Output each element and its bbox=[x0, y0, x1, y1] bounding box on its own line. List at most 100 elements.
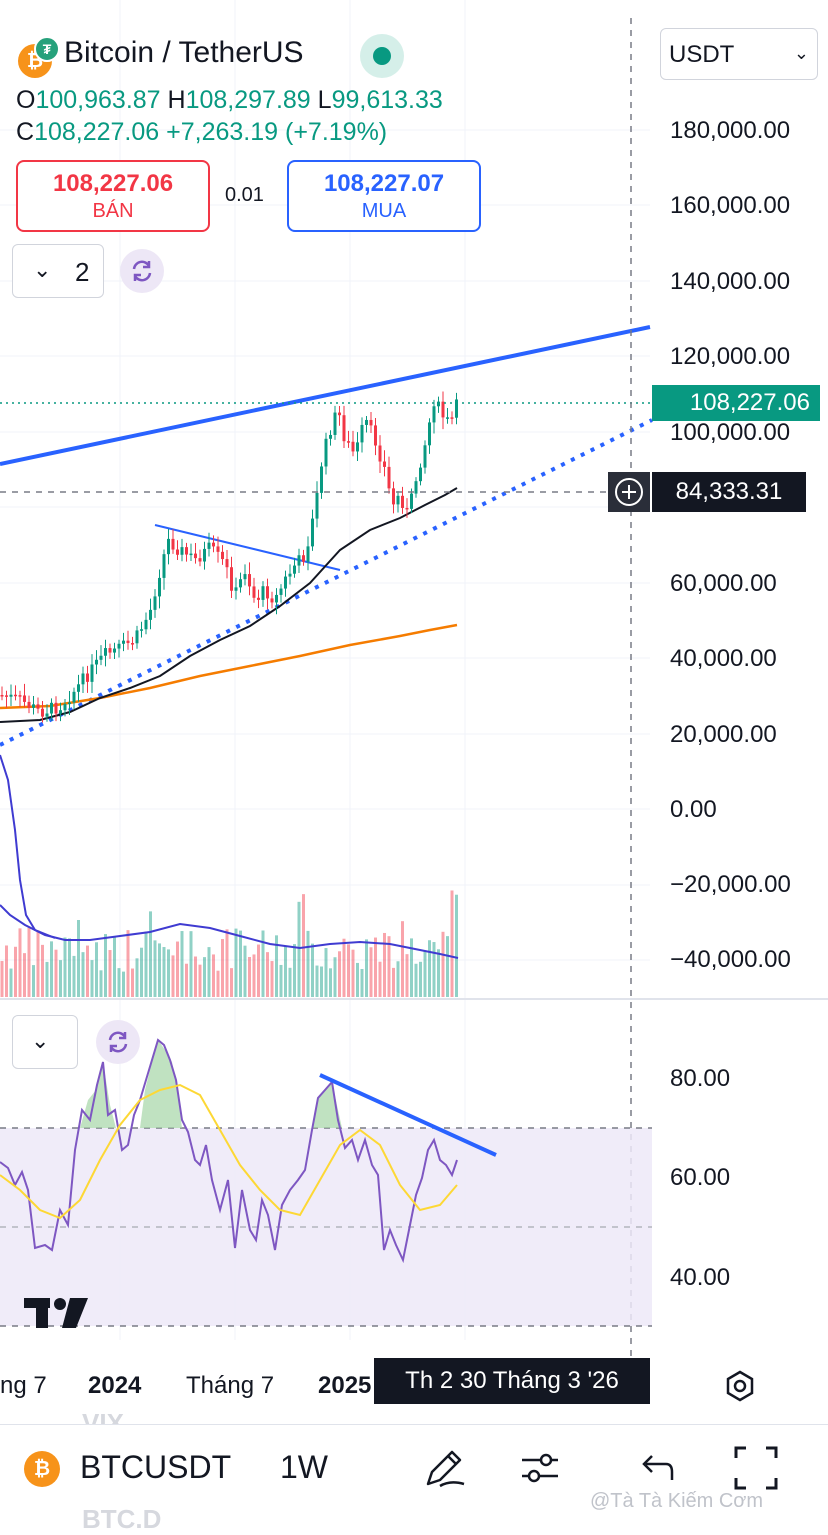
price-axis-label: 140,000.00 bbox=[670, 268, 791, 295]
candle-body bbox=[261, 586, 265, 600]
candle-body bbox=[450, 417, 454, 419]
high-value: 108,297.89 bbox=[185, 86, 311, 114]
open-value: 100,963.87 bbox=[35, 86, 161, 114]
volume-bar bbox=[279, 964, 283, 997]
volume-bar bbox=[77, 919, 80, 997]
volume-bar bbox=[108, 950, 112, 997]
sync-icon[interactable] bbox=[120, 249, 164, 293]
candle-body bbox=[90, 664, 94, 682]
price-axis-label: 20,000.00 bbox=[670, 721, 777, 748]
buy-label: MUA bbox=[361, 200, 407, 222]
volume-bar bbox=[68, 938, 71, 997]
candle-body bbox=[428, 422, 431, 446]
volume-bar bbox=[0, 961, 4, 997]
flag-trend-line bbox=[154, 524, 341, 571]
undo-button[interactable] bbox=[632, 1444, 680, 1497]
candle-body bbox=[189, 553, 193, 556]
price-axis-label: 0.00 bbox=[670, 796, 717, 823]
candle-body bbox=[122, 640, 125, 644]
volume-bar bbox=[216, 970, 220, 997]
rsi-overbought-fill bbox=[80, 1062, 116, 1128]
candle-body bbox=[243, 574, 247, 580]
fullscreen-button[interactable] bbox=[732, 1444, 780, 1497]
volume-bar bbox=[86, 945, 89, 997]
candle-body bbox=[405, 507, 409, 510]
volume-bar bbox=[221, 939, 224, 997]
chart-settings-button[interactable] bbox=[722, 1368, 758, 1409]
candle-body bbox=[63, 704, 67, 711]
volume-bar bbox=[257, 944, 260, 997]
fullscreen-icon bbox=[734, 1446, 778, 1490]
volume-bar bbox=[288, 967, 292, 997]
interval-selector[interactable]: 1W bbox=[280, 1449, 328, 1485]
time-axis-label: ng 7 bbox=[0, 1372, 47, 1399]
sell-button[interactable]: 108,227.06 BÁN bbox=[16, 160, 210, 232]
upper-trend-line bbox=[0, 325, 651, 466]
add-alert-button[interactable] bbox=[608, 472, 650, 512]
candle-body bbox=[437, 401, 440, 407]
candle-body bbox=[32, 704, 35, 708]
drawing-tool-button[interactable] bbox=[420, 1444, 468, 1497]
volume-bar bbox=[180, 931, 184, 997]
candle-body bbox=[153, 596, 157, 610]
volume-bar bbox=[441, 931, 445, 997]
sell-label: BÁN bbox=[92, 200, 134, 222]
candle-body bbox=[180, 547, 184, 555]
candle-body bbox=[423, 445, 427, 468]
volume-bar bbox=[419, 961, 422, 997]
candle-body bbox=[126, 640, 130, 644]
candle-body bbox=[234, 587, 238, 591]
candle-body bbox=[315, 492, 319, 519]
volume-bar bbox=[450, 890, 454, 997]
candle-body bbox=[149, 609, 152, 620]
candle-body bbox=[230, 567, 233, 591]
candle-body bbox=[131, 643, 134, 645]
candle-body bbox=[99, 655, 103, 660]
candle-body bbox=[288, 573, 292, 577]
volume-bar bbox=[45, 961, 49, 997]
volume-bar bbox=[23, 953, 26, 997]
candle-body bbox=[410, 493, 413, 509]
candle-body bbox=[360, 424, 364, 443]
price-axis-label: 160,000.00 bbox=[670, 192, 791, 219]
low-label: L bbox=[317, 86, 332, 114]
volume-bar bbox=[387, 936, 391, 997]
candle-body bbox=[162, 554, 166, 578]
volume-bar bbox=[189, 931, 193, 997]
volume-bar bbox=[338, 951, 341, 997]
candle-body bbox=[5, 695, 8, 697]
indicators-button[interactable] bbox=[516, 1444, 564, 1497]
sync-icon[interactable] bbox=[96, 1020, 140, 1064]
symbol-selector[interactable]: BTCUSDT bbox=[80, 1449, 232, 1485]
rsi-pane-toggle[interactable]: ⌄ bbox=[12, 1015, 78, 1069]
candle-body bbox=[86, 673, 89, 682]
candle-body bbox=[171, 538, 175, 550]
candle-body bbox=[77, 684, 80, 692]
candle-body bbox=[279, 588, 283, 595]
market-open-indicator[interactable] bbox=[360, 34, 404, 78]
candle-body bbox=[401, 495, 404, 508]
candle-body bbox=[108, 648, 112, 653]
candle-body bbox=[396, 495, 400, 505]
candle-body bbox=[95, 659, 98, 665]
volume-bar bbox=[153, 940, 157, 997]
time-axis-label: 2025 bbox=[318, 1372, 372, 1399]
volume-bar bbox=[5, 945, 8, 997]
symbol-title[interactable]: Bitcoin / TetherUS bbox=[64, 36, 304, 69]
candle-body bbox=[369, 419, 373, 426]
price-chart[interactable] bbox=[0, 0, 828, 1424]
buy-button[interactable]: 108,227.07 MUA bbox=[287, 160, 481, 232]
currency-select[interactable]: USDT ⌄ bbox=[660, 28, 818, 80]
last-price-tag: 108,227.06 bbox=[652, 385, 820, 421]
tradingview-logo bbox=[24, 1298, 88, 1328]
volume-bar bbox=[99, 970, 103, 997]
lower-trend-line bbox=[0, 418, 653, 747]
volume-bar bbox=[324, 948, 328, 997]
volume-bar bbox=[149, 911, 152, 997]
indicators-toggle[interactable]: ⌄ 2 bbox=[12, 244, 104, 298]
volume-bar bbox=[392, 967, 395, 997]
candle-body bbox=[297, 555, 301, 566]
volume-bar bbox=[122, 971, 125, 997]
volume-bar bbox=[455, 894, 458, 997]
time-axis-label: Tháng 7 bbox=[186, 1372, 275, 1399]
